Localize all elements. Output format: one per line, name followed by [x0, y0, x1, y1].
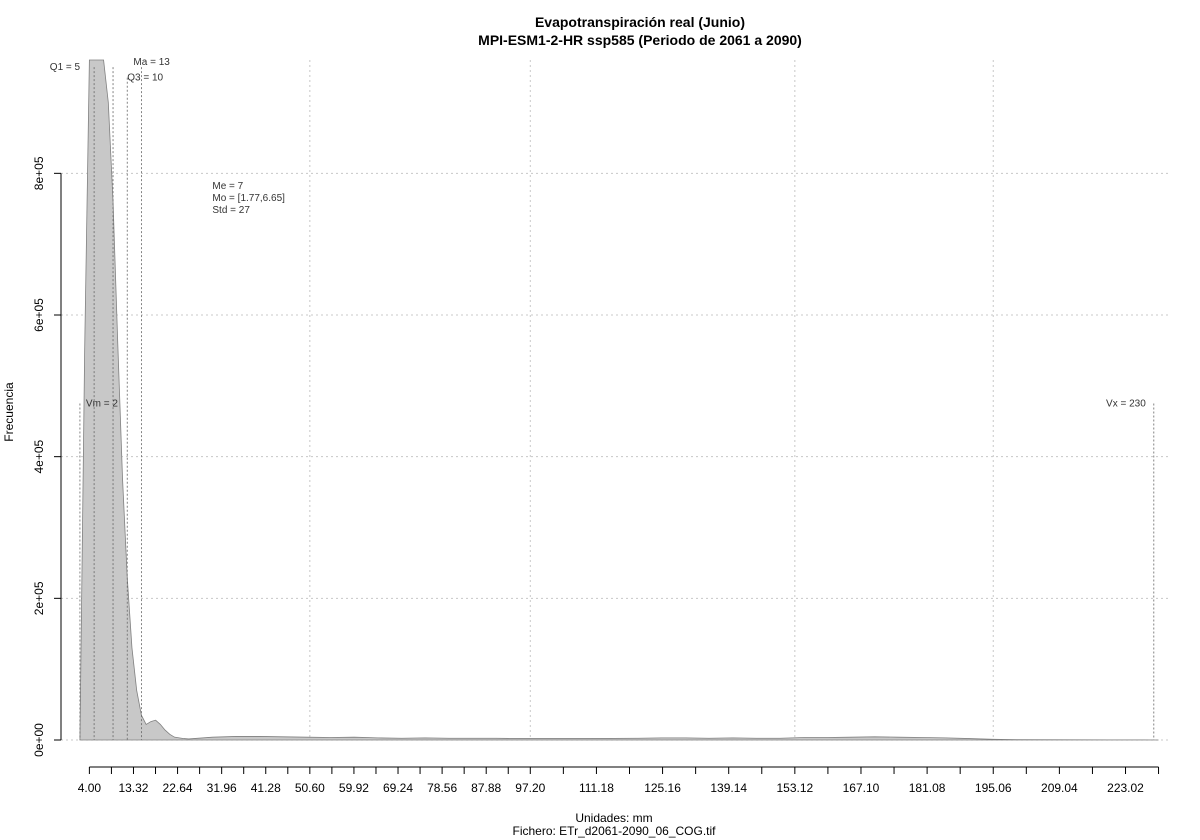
x-tick-label: 78.56	[427, 781, 457, 795]
grid	[61, 60, 1168, 741]
x-tick-label: 97.20	[515, 781, 545, 795]
x-tick-label: 125.16	[644, 781, 681, 795]
vline-label: Vm = 2	[86, 399, 118, 410]
stat-std: Std = 27	[212, 205, 250, 216]
x-tick-label: 167.10	[843, 781, 880, 795]
y-axis-label: Frecuencia	[2, 382, 16, 442]
x-tick-label: 223.02	[1107, 781, 1144, 795]
x-axis-label: Unidades: mm	[575, 811, 652, 825]
y-tick-label: 0e+00	[32, 723, 46, 757]
y-tick-label: 6e+05	[32, 298, 46, 332]
y-tick-label: 2e+05	[32, 581, 46, 615]
x-tick-label: 181.08	[909, 781, 946, 795]
y-tick-label: 4e+05	[32, 439, 46, 473]
stat-lines	[79, 67, 1155, 740]
x-tick-label: 139.14	[710, 781, 747, 795]
y-tick-label: 8e+05	[32, 156, 46, 190]
density-area	[79, 59, 1159, 741]
x-tick-label: 22.64	[163, 781, 193, 795]
chart-title: Evapotranspiración real (Junio)	[535, 14, 745, 30]
x-tick-label: 69.24	[383, 781, 413, 795]
x-tick-label: 41.28	[251, 781, 281, 795]
x-tick-label: 87.88	[471, 781, 501, 795]
x-tick-label: 50.60	[295, 781, 325, 795]
y-axis: 0e+00 2e+05 4e+05 6e+05 8e+05	[32, 156, 62, 757]
vline-label: Vx = 230	[1106, 399, 1146, 410]
chart-subtitle: MPI-ESM1-2-HR ssp585 (Periodo de 2061 a …	[478, 32, 802, 48]
stat-mode: Mo = [1.77,6.65]	[212, 193, 285, 204]
x-tick-label: 13.32	[118, 781, 148, 795]
vline-label: Ma = 13	[133, 57, 170, 68]
x-tick-label: 111.18	[579, 781, 614, 795]
x-tick-label: 31.96	[207, 781, 237, 795]
plot-area	[79, 59, 1159, 741]
stat-annotations: Vm = 2 Q1 = 5 Q3 = 10 Ma = 13 Vx = 230 Me = 7…	[50, 57, 1146, 409]
x-tick-label: 195.06	[975, 781, 1012, 795]
x-axis: 4.00 13.32 22.64 31.96 41.28 50.60 59.92 69.24 7…	[78, 766, 1160, 795]
vline-label: Q3 = 10	[127, 73, 163, 84]
x-tick-label: 153.12	[776, 781, 813, 795]
x-tick-label: 59.92	[339, 781, 369, 795]
vline-label: Q1 = 5	[50, 62, 81, 73]
x-tick-label: 4.00	[78, 781, 102, 795]
file-label: Fichero: ETr_d2061-2090_06_COG.tif	[513, 824, 717, 838]
x-tick-label: 209.04	[1041, 781, 1078, 795]
stat-median: Me = 7	[212, 181, 243, 192]
